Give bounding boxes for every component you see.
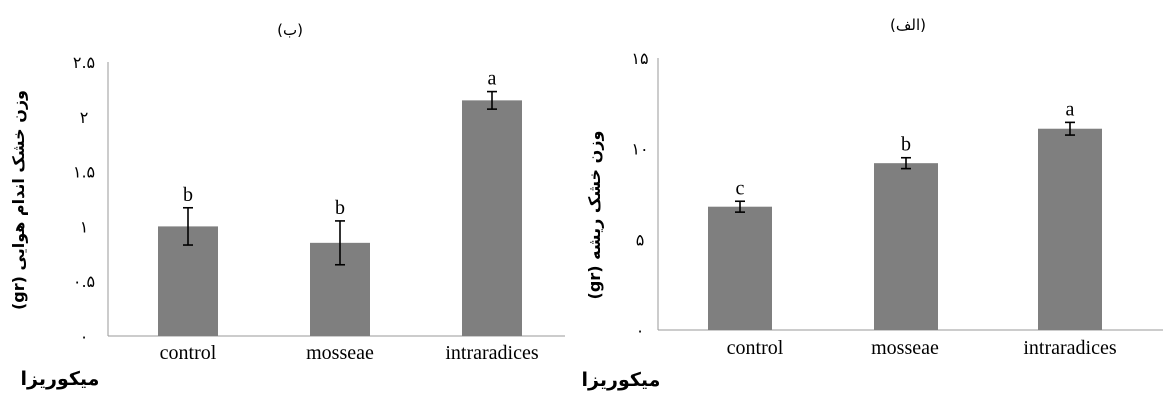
y-tick-label: ۱۰ bbox=[631, 140, 648, 159]
x-tick-label: intraradices bbox=[1023, 337, 1116, 359]
bar-control bbox=[708, 206, 772, 330]
data-label: a bbox=[1066, 98, 1075, 120]
error-bar-intraradices bbox=[487, 90, 497, 110]
error-bar-control bbox=[183, 206, 193, 246]
error-bar-mosseae bbox=[901, 156, 911, 170]
chart-title: (الف) bbox=[890, 16, 926, 34]
chart-title: (ب) bbox=[277, 21, 303, 39]
bar-intraradices bbox=[462, 100, 522, 336]
y-axis-label: وزن خشک ریشه (gr) bbox=[585, 131, 604, 300]
y-axis-label: وزن خشک اندام هوایی (gr) bbox=[9, 90, 28, 310]
y-tick-label: ۰.۵ bbox=[73, 272, 95, 291]
bar-mosseae bbox=[874, 163, 938, 330]
data-label: b bbox=[335, 197, 345, 219]
chart-0: (ب) ۰ ۰.۵ ۱ ۱.۵ ۲ ۲.۵ b control b mosseae a intrarad… bbox=[9, 21, 565, 390]
x-tick-label: mosseae bbox=[871, 337, 939, 359]
y-tick-label: ۱ bbox=[80, 217, 89, 236]
error-bar-mosseae bbox=[335, 220, 345, 266]
error-bar-control bbox=[735, 200, 745, 213]
error-bar-intraradices bbox=[1065, 121, 1075, 136]
y-tick-label: ۵ bbox=[636, 230, 645, 249]
x-axis-label: میکوریزا bbox=[21, 368, 100, 390]
data-label: c bbox=[736, 177, 745, 199]
x-tick-label: control bbox=[160, 342, 217, 364]
y-tick-label: ۰ bbox=[636, 321, 645, 340]
bar-intraradices bbox=[1038, 128, 1102, 330]
x-tick-label: intraradices bbox=[445, 342, 538, 364]
x-tick-label: control bbox=[727, 337, 784, 359]
data-label: a bbox=[488, 68, 497, 90]
x-tick-label: mosseae bbox=[306, 342, 374, 364]
y-tick-label: ۲ bbox=[80, 108, 89, 127]
data-label: b bbox=[901, 134, 911, 156]
x-axis-label: میکوریزا bbox=[582, 369, 661, 391]
y-tick-label: ۰ bbox=[80, 327, 89, 346]
data-label: b bbox=[183, 184, 193, 206]
y-tick-label: ۲.۵ bbox=[73, 53, 95, 72]
chart-1: (الف) ۰ ۵ ۱۰ ۱۵ c control b mosseae a intraradices… bbox=[582, 16, 1163, 391]
y-tick-label: ۱۵ bbox=[631, 49, 648, 68]
y-tick-label: ۱.۵ bbox=[73, 163, 95, 182]
